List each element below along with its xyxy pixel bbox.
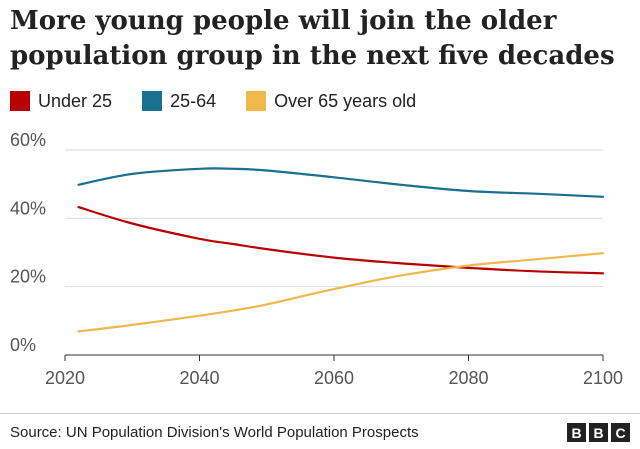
x-tick-label: 2060 (314, 368, 354, 388)
legend-swatch-under-25 (10, 91, 30, 111)
legend: Under 25 25-64 Over 65 years old (10, 89, 446, 113)
series-line-over-65-years-old (77, 252, 605, 333)
footer-divider (0, 413, 640, 414)
logo-block-2: B (589, 423, 608, 442)
legend-swatch-over-65 (246, 91, 267, 111)
legend-item-over-65: Over 65 years old (246, 91, 416, 112)
series-line-under-25 (77, 206, 605, 275)
logo-block-3: C (611, 423, 630, 442)
x-tick-label: 2040 (179, 368, 219, 388)
bbc-logo: B B C (567, 423, 630, 442)
legend-item-25-64: 25-64 (142, 91, 216, 112)
legend-label-over-65: Over 65 years old (274, 90, 417, 111)
x-tick-label: 2080 (448, 368, 488, 388)
legend-label-25-64: 25-64 (170, 90, 217, 111)
legend-item-under-25: Under 25 (10, 91, 112, 112)
logo-block-1: B (567, 423, 586, 442)
series-line-25-64 (77, 167, 605, 198)
y-tick-label: 0% (10, 335, 36, 355)
y-tick-label: 60% (10, 130, 46, 150)
legend-label-under-25: Under 25 (38, 90, 113, 111)
legend-swatch-25-64 (142, 91, 163, 111)
x-tick-label: 2020 (45, 368, 85, 388)
source-note: Source: UN Population Division's World P… (10, 424, 419, 441)
y-tick-label: 20% (10, 267, 46, 287)
x-tick-label: 2100 (583, 368, 623, 388)
chart-title: More young people will join the older po… (10, 6, 615, 71)
y-tick-label: 40% (10, 198, 46, 218)
